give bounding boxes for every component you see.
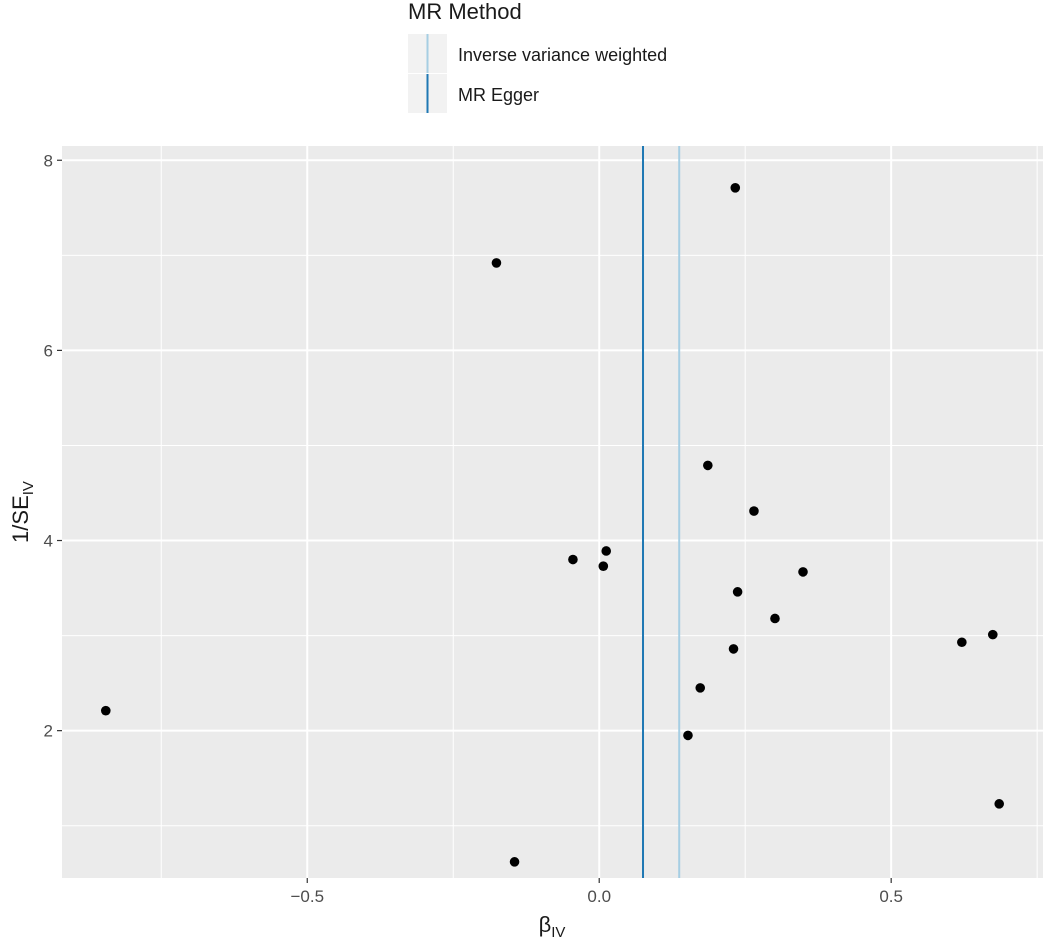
- data-point: [957, 637, 967, 648]
- y-tick-label: 6: [44, 341, 53, 360]
- grid-major: [62, 146, 1043, 878]
- method-lines: [642, 146, 681, 878]
- y-axis-title: 1/SEIV: [8, 481, 37, 543]
- y-tick-label: 4: [44, 532, 53, 551]
- data-point: [798, 567, 808, 577]
- data-point: [683, 730, 693, 741]
- y-tick-label: 2: [44, 722, 53, 741]
- data-point: [491, 258, 502, 268]
- data-point: [994, 799, 1005, 809]
- x-axis-title: βIV: [539, 912, 566, 940]
- legend-title: MR Method: [408, 0, 522, 24]
- y-axis: 2 4 6 8: [44, 151, 62, 741]
- y-axis-title-sub: IV: [20, 481, 37, 495]
- data-points: [100, 183, 1005, 867]
- data-point: [601, 546, 612, 556]
- y-axis-title-main: 1/SE: [8, 495, 33, 543]
- data-point: [695, 683, 706, 693]
- data-point: [568, 554, 578, 565]
- plot-panel: [62, 146, 1043, 878]
- x-axis-title-sub: IV: [551, 924, 565, 940]
- x-tick-label: 0.0: [587, 887, 611, 906]
- data-point: [732, 587, 743, 597]
- data-point: [770, 613, 780, 624]
- data-point: [730, 183, 741, 193]
- legend-label-mr-egger: MR Egger: [458, 85, 539, 105]
- y-tick-label: 8: [44, 151, 53, 170]
- x-axis: −0.5 0.0 0.5: [290, 878, 903, 906]
- legend: MR Method Inverse variance weighted MR E…: [408, 0, 667, 113]
- data-point: [509, 857, 520, 867]
- x-axis-title-main: β: [539, 912, 552, 937]
- data-point: [598, 561, 609, 571]
- data-point: [987, 629, 998, 640]
- data-point: [728, 644, 739, 654]
- data-point: [749, 506, 759, 516]
- data-point: [100, 705, 111, 716]
- x-tick-label: −0.5: [290, 887, 324, 906]
- x-tick-label: 0.5: [879, 887, 903, 906]
- data-point: [703, 460, 713, 471]
- grid-minor: [62, 146, 1043, 878]
- legend-label-ivw: Inverse variance weighted: [458, 45, 667, 65]
